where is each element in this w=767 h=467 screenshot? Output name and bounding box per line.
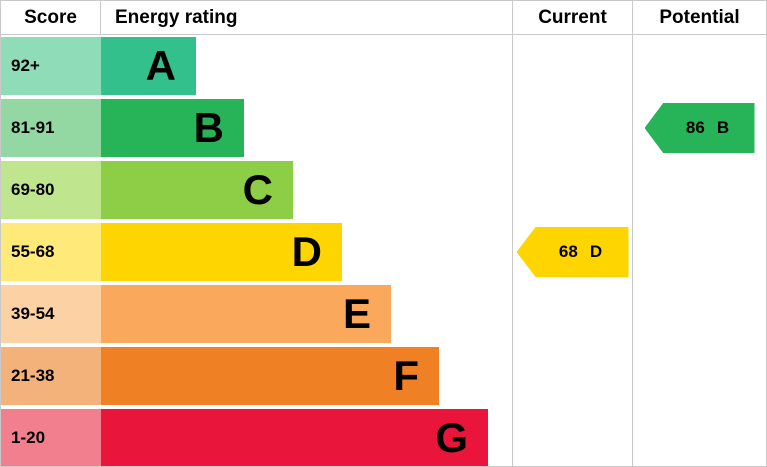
rating-bar-a: A bbox=[101, 37, 196, 95]
potential-rating-arrow: 86 B bbox=[644, 103, 755, 153]
band-row-f: 21-38 F bbox=[1, 345, 766, 407]
score-range-d: 55-68 bbox=[1, 223, 101, 281]
score-range-c: 69-80 bbox=[1, 161, 101, 219]
band-row-e: 39-54 E bbox=[1, 283, 766, 345]
potential-rating-letter: B bbox=[716, 118, 730, 137]
header-potential: Potential bbox=[632, 1, 766, 34]
potential-score-value: 86 bbox=[685, 118, 705, 137]
rating-bar-c: C bbox=[101, 161, 293, 219]
rating-bar-b: B bbox=[101, 99, 244, 157]
current-score-value: 68 bbox=[558, 242, 578, 261]
band-row-c: 69-80 C bbox=[1, 159, 766, 221]
band-row-b: 81-91 B 86 B bbox=[1, 97, 766, 159]
score-range-e: 39-54 bbox=[1, 285, 101, 343]
score-range-b: 81-91 bbox=[1, 99, 101, 157]
score-range-g: 1-20 bbox=[1, 409, 101, 466]
rating-bar-d: D bbox=[101, 223, 342, 281]
header-row: Score Energy rating Current Potential bbox=[1, 1, 766, 35]
score-range-f: 21-38 bbox=[1, 347, 101, 405]
rating-bar-f: F bbox=[101, 347, 439, 405]
current-rating-arrow: 68 D bbox=[516, 227, 629, 277]
band-row-d: 55-68 D 68 D bbox=[1, 221, 766, 283]
rating-bar-g: G bbox=[101, 409, 488, 466]
band-row-g: 1-20 G bbox=[1, 407, 766, 466]
band-row-a: 92+ A bbox=[1, 35, 766, 97]
current-rating-letter: D bbox=[589, 242, 603, 261]
score-range-a: 92+ bbox=[1, 37, 101, 95]
rating-bar-e: E bbox=[101, 285, 391, 343]
header-energy-rating: Energy rating bbox=[115, 6, 238, 28]
header-current: Current bbox=[512, 1, 632, 34]
header-score: Score bbox=[1, 1, 101, 34]
